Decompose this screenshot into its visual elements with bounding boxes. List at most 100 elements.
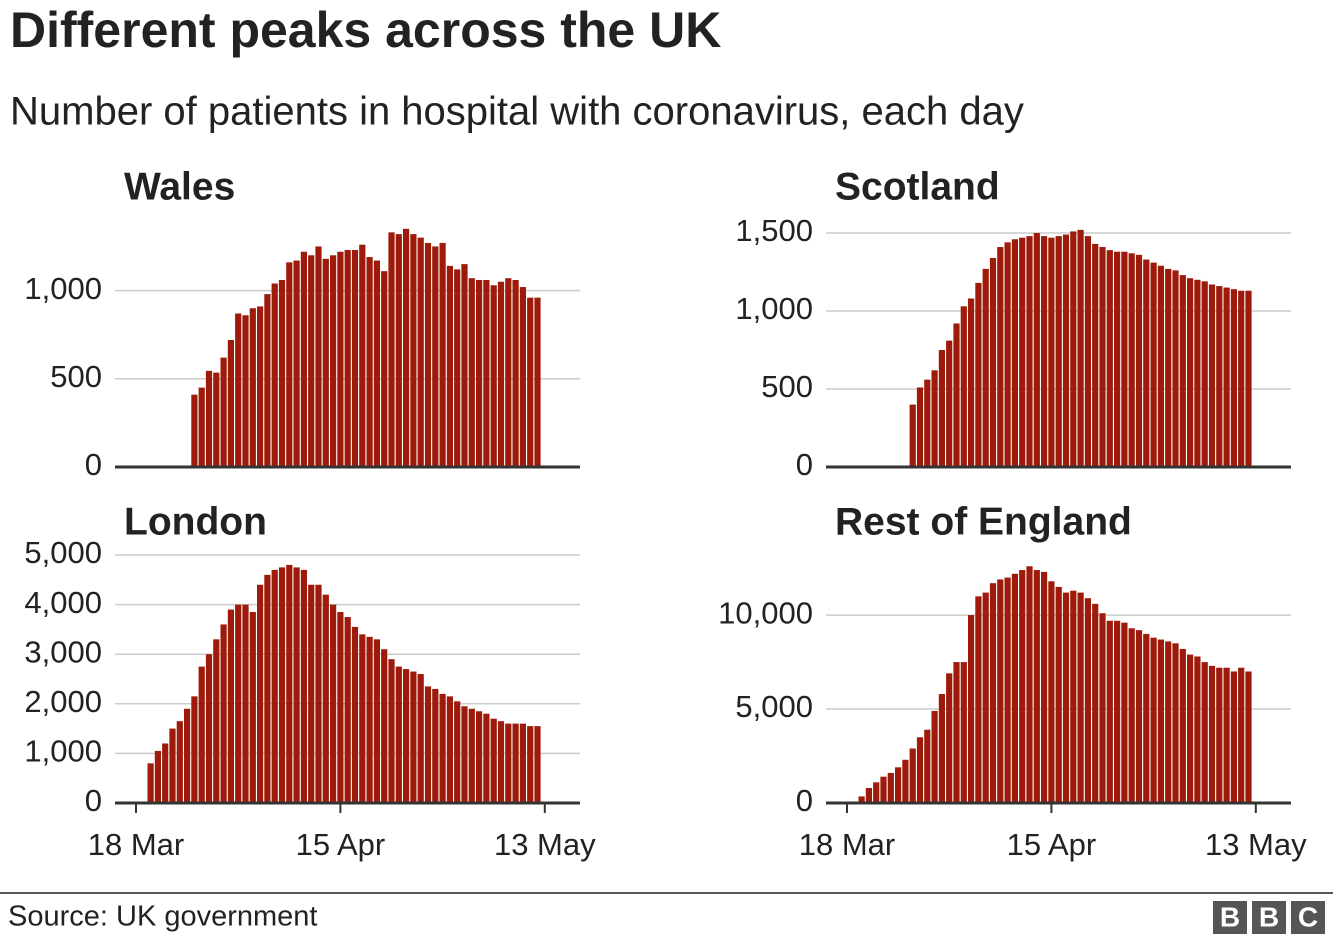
bar xyxy=(519,723,526,803)
bar xyxy=(446,265,453,467)
bar xyxy=(395,666,402,803)
bar xyxy=(1201,281,1208,467)
bar xyxy=(344,617,351,803)
bar xyxy=(497,281,505,467)
bar xyxy=(953,662,960,803)
bar xyxy=(1187,278,1194,467)
bar xyxy=(1245,671,1252,803)
logo-letter: B xyxy=(1259,901,1279,932)
bar xyxy=(497,721,505,803)
bar xyxy=(1084,598,1091,803)
bar xyxy=(198,666,205,803)
bar xyxy=(373,639,380,803)
bar xyxy=(1223,667,1230,803)
logo-box xyxy=(1252,901,1286,934)
bar xyxy=(278,279,286,467)
bar xyxy=(176,721,183,803)
bar xyxy=(1245,290,1252,467)
bar xyxy=(461,264,468,467)
bar xyxy=(1121,251,1128,467)
bar xyxy=(410,234,417,467)
bar xyxy=(483,279,490,467)
bar xyxy=(527,726,534,803)
bar xyxy=(1150,637,1157,803)
bar xyxy=(1230,671,1237,803)
bar xyxy=(916,737,924,803)
bar xyxy=(395,234,402,467)
x-tick-label: 15 Apr xyxy=(296,827,386,862)
bar xyxy=(337,251,344,467)
bar xyxy=(1004,242,1011,467)
bar xyxy=(227,339,234,467)
bar xyxy=(1238,290,1245,467)
y-tick-label: 5,000 xyxy=(735,689,813,724)
bar xyxy=(308,255,315,467)
bar xyxy=(446,696,453,803)
y-tick-label: 500 xyxy=(50,359,102,394)
chart-title: Different peaks across the UK xyxy=(10,2,721,58)
bar xyxy=(865,787,872,803)
bar xyxy=(147,763,154,803)
bar xyxy=(205,654,213,803)
bar xyxy=(1194,656,1201,803)
panel-title: Scotland xyxy=(835,165,1000,208)
bar xyxy=(1070,231,1077,467)
bar xyxy=(924,729,931,803)
bar xyxy=(1135,254,1143,467)
bar xyxy=(227,609,234,803)
bar xyxy=(1062,234,1070,467)
bar xyxy=(1048,237,1055,467)
y-tick-label: 5,000 xyxy=(24,535,102,570)
y-tick-label: 1,000 xyxy=(735,291,813,326)
bar xyxy=(1194,279,1201,467)
bar xyxy=(264,294,271,467)
x-tick-label: 15 Apr xyxy=(1007,827,1097,862)
bar xyxy=(490,285,497,467)
bar xyxy=(1187,654,1194,803)
bar xyxy=(1092,603,1099,803)
bar xyxy=(315,584,322,803)
bar xyxy=(1055,236,1062,467)
bar xyxy=(454,269,461,467)
bar xyxy=(257,306,264,467)
bar xyxy=(359,634,366,803)
bar xyxy=(1099,247,1106,467)
bar xyxy=(997,247,1004,467)
bar xyxy=(909,404,916,467)
bar xyxy=(1033,570,1040,803)
bar xyxy=(235,313,242,467)
bar xyxy=(1019,237,1026,467)
x-tick-label: 18 Mar xyxy=(799,827,895,862)
bar xyxy=(249,308,256,467)
bar xyxy=(534,726,541,803)
logo-box xyxy=(1213,901,1247,934)
source: Source: UK government xyxy=(8,901,317,933)
bar xyxy=(403,228,410,467)
bar xyxy=(1114,620,1121,803)
bar xyxy=(220,357,227,467)
bar xyxy=(432,688,439,803)
bar xyxy=(381,271,388,467)
panel-title: Wales xyxy=(124,165,235,208)
bar xyxy=(1172,643,1179,803)
bar xyxy=(960,662,967,803)
bar xyxy=(1216,667,1223,803)
bar xyxy=(381,649,388,803)
bar xyxy=(410,671,417,803)
bar xyxy=(351,249,359,467)
bar xyxy=(424,686,432,803)
y-tick-label: 0 xyxy=(796,447,813,482)
y-tick-label: 3,000 xyxy=(24,634,102,669)
bar xyxy=(351,626,359,803)
bar xyxy=(1165,641,1172,803)
bar xyxy=(1041,236,1048,467)
bar xyxy=(946,673,953,803)
bar xyxy=(938,694,945,803)
bar xyxy=(388,232,395,467)
bar xyxy=(909,748,916,803)
bar xyxy=(300,251,307,467)
bar xyxy=(505,723,512,803)
bar xyxy=(403,669,410,803)
bar xyxy=(975,282,982,467)
